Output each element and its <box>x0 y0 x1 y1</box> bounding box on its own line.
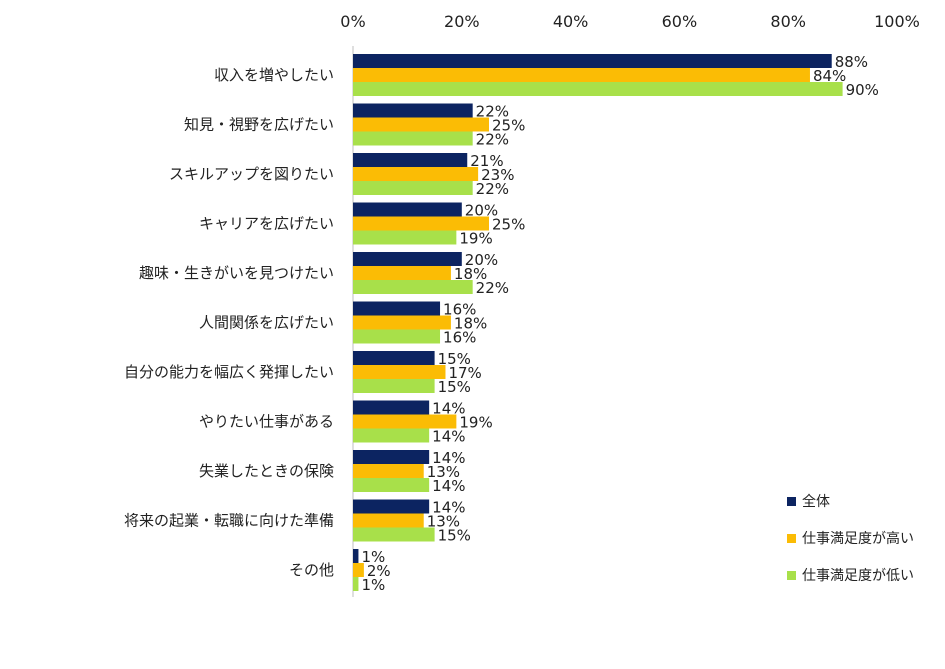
data-label: 13% <box>427 463 460 481</box>
bar <box>353 329 441 344</box>
data-label: 14% <box>432 477 465 495</box>
data-label: 25% <box>492 216 525 234</box>
bar <box>353 577 359 591</box>
category-label: 将来の起業・転職に向けた準備 <box>124 512 334 530</box>
legend-swatch-low <box>787 570 796 580</box>
data-label: 14% <box>432 499 465 517</box>
data-label: 22% <box>476 180 509 198</box>
data-label: 1% <box>361 576 385 594</box>
bar <box>353 527 435 542</box>
data-label: 19% <box>459 230 492 248</box>
bar <box>353 103 473 118</box>
category-label: 失業したときの保険 <box>199 462 334 480</box>
data-label: 15% <box>438 350 471 368</box>
data-label: 14% <box>432 400 465 418</box>
data-label: 21% <box>470 152 503 170</box>
bar <box>353 450 430 464</box>
bar <box>353 153 468 167</box>
legend-swatch-all <box>787 496 796 506</box>
data-label: 22% <box>476 131 509 149</box>
bar <box>353 400 430 415</box>
bar <box>353 117 489 132</box>
x-tick-label: 40% <box>553 12 589 31</box>
category-label: その他 <box>289 561 334 579</box>
bar <box>353 167 479 181</box>
x-tick-label: 20% <box>444 12 480 31</box>
legend-item-low: 仕事満足度が低い <box>787 564 914 586</box>
bars <box>353 54 843 591</box>
category-label: 知見・視野を広げたい <box>184 116 334 134</box>
bar <box>353 365 446 379</box>
legend: 全体 仕事満足度が高い 仕事満足度が低い <box>787 490 914 601</box>
category-label: 収入を増やしたい <box>214 66 334 84</box>
x-axis-ticks: 0% 20% 40% 60% 80% 100% <box>340 12 920 31</box>
bar <box>353 216 489 231</box>
data-label: 19% <box>459 414 492 432</box>
data-label: 15% <box>438 378 471 396</box>
bar <box>353 549 359 563</box>
legend-item-all: 全体 <box>787 490 914 512</box>
x-tick-label: 60% <box>662 12 698 31</box>
bar <box>353 563 364 577</box>
bar <box>353 428 430 443</box>
x-tick-label: 0% <box>340 12 365 31</box>
data-label: 17% <box>448 364 481 382</box>
bar <box>353 478 430 492</box>
legend-item-high: 仕事満足度が高い <box>787 527 914 549</box>
legend-label: 仕事満足度が低い <box>802 568 914 584</box>
bar <box>353 513 424 528</box>
data-label: 18% <box>454 265 487 283</box>
bar <box>353 181 473 195</box>
bar <box>353 68 810 82</box>
data-label: 88% <box>835 53 868 71</box>
bar <box>353 414 457 429</box>
data-label: 16% <box>443 301 476 319</box>
category-label: キャリアを広げたい <box>199 215 334 233</box>
data-label: 20% <box>465 202 498 220</box>
data-label: 13% <box>427 513 460 531</box>
category-label: やりたい仕事がある <box>199 413 334 431</box>
data-label: 25% <box>492 117 525 135</box>
legend-label: 仕事満足度が高い <box>802 531 914 547</box>
bar <box>353 379 435 393</box>
data-label: 20% <box>465 251 498 269</box>
data-label: 84% <box>813 67 846 85</box>
bar <box>353 131 473 146</box>
category-label: スキルアップを図りたい <box>169 165 334 183</box>
data-label: 1% <box>361 548 385 566</box>
legend-swatch-high <box>787 533 796 543</box>
data-labels: 88%84%90%22%25%22%21%23%22%20%25%19%20%1… <box>361 53 879 594</box>
legend-label: 全体 <box>802 494 830 510</box>
bar <box>353 351 435 365</box>
data-label: 16% <box>443 329 476 347</box>
data-label: 18% <box>454 315 487 333</box>
data-label: 2% <box>367 562 391 580</box>
bar <box>353 315 451 330</box>
data-label: 15% <box>438 527 471 545</box>
bar <box>353 301 441 316</box>
bar <box>353 266 451 280</box>
x-tick-label: 100% <box>874 12 920 31</box>
data-label: 22% <box>476 279 509 297</box>
data-label: 14% <box>432 428 465 446</box>
data-label: 23% <box>481 166 514 184</box>
bar <box>353 252 462 266</box>
category-labels: 収入を増やしたい知見・視野を広げたいスキルアップを図りたいキャリアを広げたい趣味… <box>124 66 334 579</box>
bar <box>353 280 473 294</box>
bar <box>353 54 832 68</box>
bar <box>353 202 462 217</box>
category-label: 自分の能力を幅広く発揮したい <box>124 363 334 381</box>
bar <box>353 499 430 514</box>
data-label: 14% <box>432 449 465 467</box>
data-label: 90% <box>846 81 879 99</box>
bar <box>353 464 424 478</box>
category-label: 人間関係を広げたい <box>199 314 334 332</box>
x-tick-label: 80% <box>770 12 806 31</box>
bar <box>353 82 843 96</box>
category-label: 趣味・生きがいを見つけたい <box>139 264 334 282</box>
data-label: 22% <box>476 103 509 121</box>
bar <box>353 230 457 245</box>
